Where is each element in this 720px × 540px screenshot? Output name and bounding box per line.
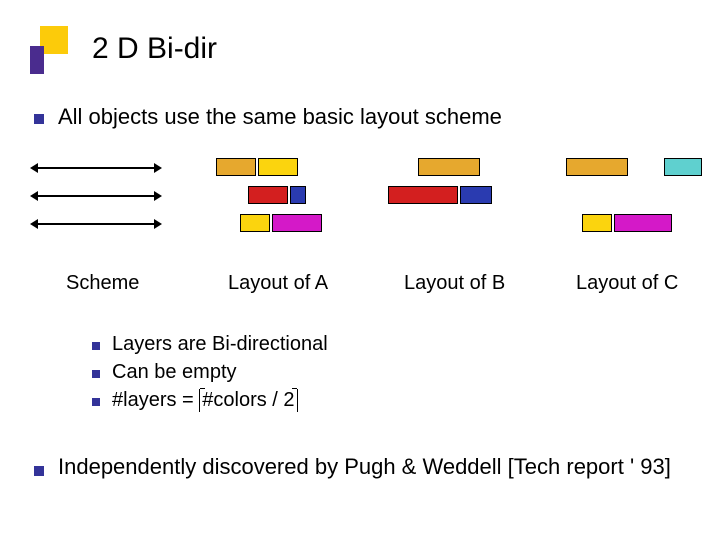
- layout-swatch: [216, 158, 256, 176]
- layout-swatch: [418, 158, 480, 176]
- accent-yellow: [40, 26, 68, 54]
- column-label: Layout of B: [404, 272, 505, 295]
- column-label: Layout of A: [228, 272, 328, 295]
- layout-swatch: [290, 186, 306, 204]
- column-label: Layout of C: [576, 272, 678, 295]
- layout-swatch: [614, 214, 672, 232]
- bidirectional-arrow-icon: [36, 195, 156, 197]
- layout-swatch: [566, 158, 628, 176]
- layout-swatch: [388, 186, 458, 204]
- layout-swatch: [240, 214, 270, 232]
- bidirectional-arrow-icon: [36, 223, 156, 225]
- layout-swatch: [664, 158, 702, 176]
- bullet-icon: [92, 370, 100, 378]
- bullet-icon: [92, 342, 100, 350]
- bidirectional-arrow-icon: [36, 167, 156, 169]
- layout-swatch: [582, 214, 612, 232]
- bullet-text: All objects use the same basic layout sc…: [58, 104, 502, 130]
- layout-swatch: [272, 214, 322, 232]
- sub-bullet-text: Layers are Bi-directional: [112, 333, 328, 356]
- layout-swatch: [460, 186, 492, 204]
- bullet-icon: [92, 398, 100, 406]
- accent-purple: [30, 46, 44, 74]
- slide-title: 2 D Bi-dir: [92, 32, 217, 66]
- bullet-text: Independently discovered by Pugh & Wedde…: [58, 454, 688, 480]
- sub-bullet-text: #layers = #colors / 2: [112, 389, 298, 412]
- bullet-icon: [34, 466, 44, 476]
- layout-swatch: [248, 186, 288, 204]
- sub-bullet-text: Can be empty: [112, 361, 237, 384]
- bullet-icon: [34, 114, 44, 124]
- layout-swatch: [258, 158, 298, 176]
- column-label: Scheme: [66, 272, 139, 295]
- slide: 2 D Bi-dir All objects use the same basi…: [0, 0, 720, 540]
